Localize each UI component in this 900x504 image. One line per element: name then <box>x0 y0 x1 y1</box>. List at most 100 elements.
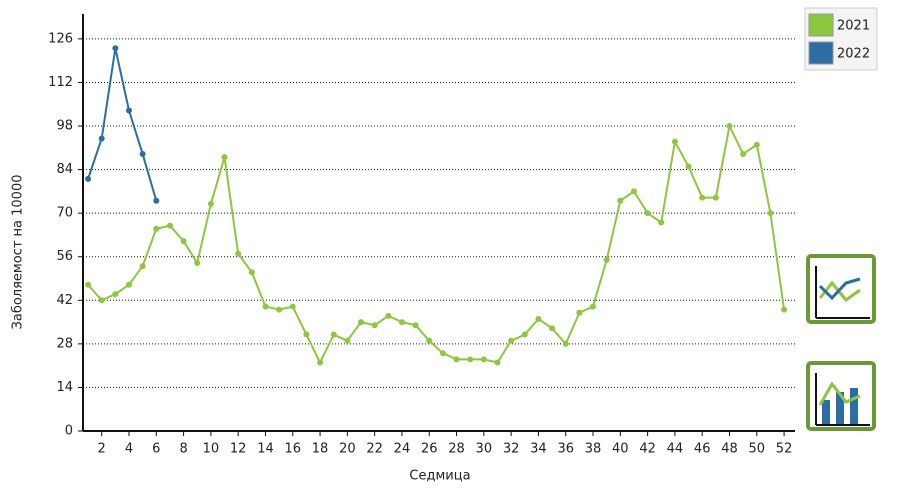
icon-bar <box>836 392 844 424</box>
x-tick-label: 30 <box>476 442 493 457</box>
legend-swatch <box>808 41 834 65</box>
x-tick-label: 12 <box>230 442 247 457</box>
data-point <box>781 306 788 313</box>
data-point <box>480 356 487 363</box>
data-point <box>439 350 446 357</box>
data-point <box>753 141 760 148</box>
data-point <box>317 359 324 366</box>
data-point <box>521 331 528 338</box>
data-point <box>85 281 92 288</box>
x-axis-label: Седмица <box>409 469 470 484</box>
legend-item: 2021 <box>808 13 870 37</box>
data-point <box>235 250 242 257</box>
data-point <box>508 337 515 344</box>
data-point <box>112 291 119 298</box>
y-tick-label: 126 <box>48 31 73 46</box>
data-point <box>385 312 392 319</box>
data-point <box>98 297 105 304</box>
legend-item: 2022 <box>808 41 870 65</box>
y-tick-label: 14 <box>56 380 73 395</box>
x-tick-label: 16 <box>284 442 301 457</box>
data-point <box>166 222 173 229</box>
x-tick-label: 4 <box>125 442 133 457</box>
y-tick-label: 98 <box>56 119 73 134</box>
series-line <box>87 48 158 201</box>
data-point <box>153 197 160 204</box>
data-point <box>426 337 433 344</box>
data-point <box>685 163 692 170</box>
x-tick-label: 48 <box>721 442 738 457</box>
data-point <box>276 306 283 313</box>
series-line <box>87 122 786 365</box>
data-point <box>153 225 160 232</box>
chart-type-line-button[interactable] <box>806 254 876 324</box>
data-point <box>453 356 460 363</box>
data-point <box>576 309 583 316</box>
y-tick-label: 42 <box>56 293 73 308</box>
icon-line <box>818 277 861 301</box>
data-point <box>712 194 719 201</box>
y-tick-label: 84 <box>56 162 73 177</box>
icon-bar <box>850 388 858 424</box>
x-tick-label: 50 <box>749 442 766 457</box>
data-point <box>139 151 146 158</box>
x-tick-label: 10 <box>203 442 220 457</box>
y-tick-label: 70 <box>56 206 73 221</box>
x-tick-label: 2 <box>98 442 106 457</box>
data-point <box>740 151 747 158</box>
data-point <box>139 263 146 270</box>
data-point <box>494 359 501 366</box>
data-point <box>85 175 92 182</box>
data-point <box>535 315 542 322</box>
data-point <box>221 154 228 161</box>
data-point <box>248 269 255 276</box>
y-tick-label: 0 <box>65 424 73 439</box>
legend-label: 2022 <box>837 47 870 62</box>
x-tick-label: 24 <box>394 442 411 457</box>
data-point <box>207 200 214 207</box>
x-tick-label: 46 <box>694 442 711 457</box>
x-tick-label: 26 <box>421 442 438 457</box>
data-point <box>644 210 651 217</box>
x-tick-label: 34 <box>530 442 547 457</box>
x-tick-label: 28 <box>448 442 465 457</box>
x-tick-label: 44 <box>667 442 684 457</box>
data-point <box>617 197 624 204</box>
x-tick-label: 18 <box>312 442 329 457</box>
y-tick-label: 56 <box>56 249 73 264</box>
x-tick-label: 32 <box>503 442 520 457</box>
icon-line <box>818 381 861 406</box>
data-point <box>658 219 665 226</box>
chart-type-bar-button[interactable] <box>806 361 876 431</box>
x-tick-label: 20 <box>339 442 356 457</box>
data-point <box>125 281 132 288</box>
data-point <box>344 337 351 344</box>
data-point <box>412 322 419 329</box>
data-point <box>590 303 597 310</box>
icon-bar <box>822 400 830 424</box>
data-point <box>371 322 378 329</box>
x-tick-label: 42 <box>639 442 656 457</box>
icon-axes <box>815 266 870 319</box>
x-tick-label: 8 <box>179 442 187 457</box>
data-point <box>112 45 119 52</box>
x-tick-label: 6 <box>152 442 160 457</box>
data-point <box>289 303 296 310</box>
x-tick-label: 38 <box>585 442 602 457</box>
x-tick-label: 52 <box>776 442 793 457</box>
x-tick-label: 14 <box>257 442 274 457</box>
data-point <box>303 331 310 338</box>
data-point <box>180 238 187 245</box>
data-point <box>358 319 365 326</box>
data-point <box>699 194 706 201</box>
y-tick-label: 28 <box>56 336 73 351</box>
x-tick-label: 22 <box>366 442 383 457</box>
data-point <box>98 135 105 142</box>
legend-label: 2021 <box>837 19 870 34</box>
legend-swatch <box>808 13 834 37</box>
data-point <box>330 331 337 338</box>
data-point <box>262 303 269 310</box>
data-point <box>603 256 610 263</box>
